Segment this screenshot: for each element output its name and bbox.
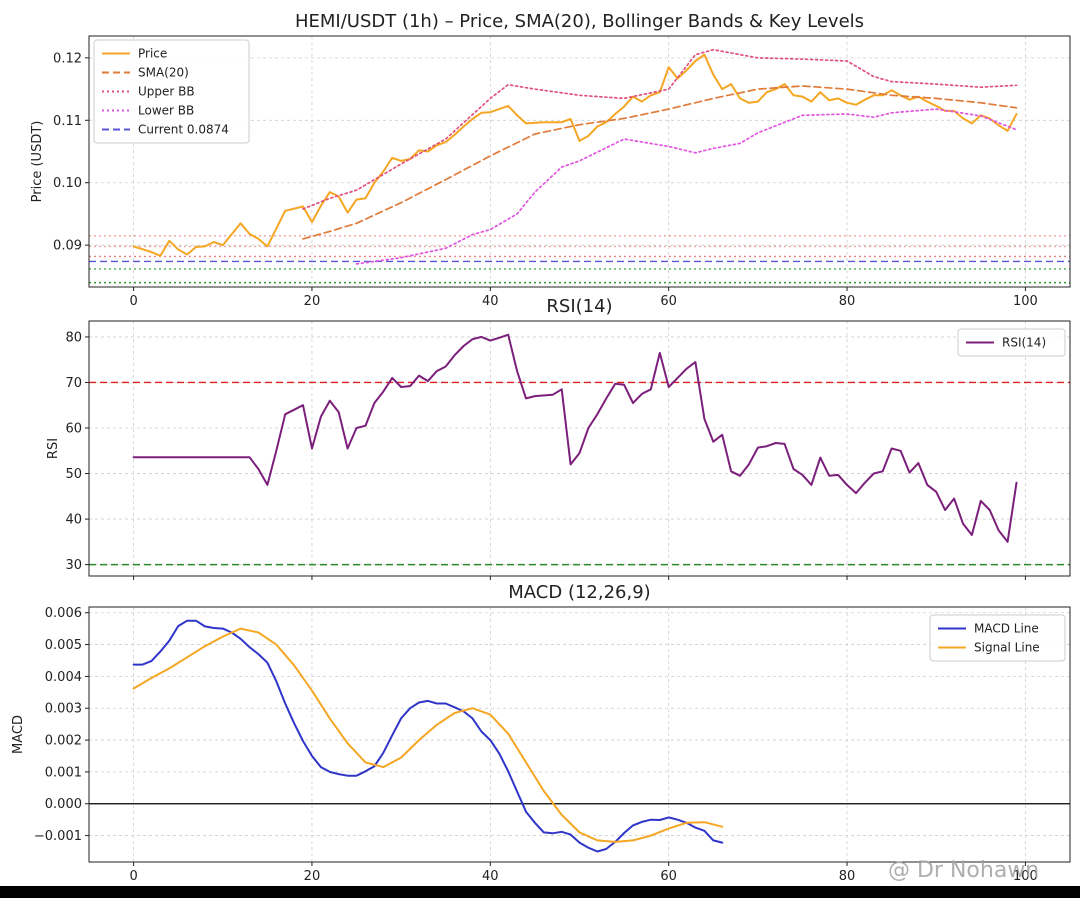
plot-frame bbox=[88, 606, 1071, 863]
legend: RSI(14) bbox=[957, 328, 1066, 357]
y-tick-label: 0.005 bbox=[45, 638, 82, 653]
chart-title: RSI(14) bbox=[546, 296, 612, 317]
chart-panel-3: 0 20 40 60 80 100 −0.001 0.000 0.001 0.002 0.003 0.… bbox=[11, 582, 1071, 884]
x-tick-label: 0 bbox=[129, 294, 137, 309]
legend: Price SMA(20) Upper BB Lower BB Current 0.08… bbox=[93, 39, 250, 144]
legend: MACD Line Signal Line bbox=[929, 614, 1066, 662]
legend-box bbox=[93, 39, 250, 144]
y-tick-label: 0.002 bbox=[45, 734, 82, 749]
legend-box bbox=[957, 328, 1066, 357]
series-line-rsi-14 bbox=[132, 333, 1018, 543]
legend-label: Upper BB bbox=[138, 85, 195, 99]
y-axis-label: RSI bbox=[46, 438, 61, 459]
y-tick-label: 0.11 bbox=[53, 114, 82, 129]
series-line-sma-20 bbox=[302, 85, 1018, 240]
series-line-price bbox=[132, 53, 1018, 257]
y-tick-label: 0.003 bbox=[45, 702, 82, 717]
y-tick-label: 50 bbox=[65, 467, 82, 482]
y-tick-label: 0.10 bbox=[53, 176, 82, 191]
x-tick-label: 80 bbox=[839, 294, 856, 309]
series-line-signal-line bbox=[132, 627, 724, 843]
y-tick-label: 40 bbox=[65, 513, 82, 528]
legend-label: RSI(14) bbox=[1002, 336, 1046, 350]
chart-title: HEMI/USDT (1h) – Price, SMA(20), Bolling… bbox=[295, 11, 864, 32]
x-tick-label: 80 bbox=[839, 869, 856, 884]
x-tick-label: 20 bbox=[304, 294, 321, 309]
series-line-upper-bb bbox=[302, 48, 1018, 210]
plot-frame bbox=[88, 35, 1071, 288]
y-tick-label: 0.001 bbox=[45, 765, 82, 780]
y-tick-label: 0.000 bbox=[45, 797, 82, 812]
x-tick-label: 40 bbox=[482, 869, 499, 884]
watermark-text: @ Dr Nohawn bbox=[888, 858, 1040, 883]
legend-box bbox=[929, 614, 1066, 662]
chart-panel-1: 0 20 40 60 80 100 0.09 0.10 0.11 0.12 HEMI/USDT (1… bbox=[30, 11, 1071, 309]
legend-label: Price bbox=[138, 47, 167, 61]
chart-panel-2: 30 40 50 60 70 80 RSI(14) RSI RSI(14) bbox=[46, 296, 1071, 580]
legend-label: Signal Line bbox=[974, 641, 1040, 655]
legend-label: Current 0.0874 bbox=[138, 123, 229, 137]
x-tick-label: 60 bbox=[660, 869, 677, 884]
y-tick-label: 30 bbox=[65, 558, 82, 573]
x-tick-label: 100 bbox=[1013, 294, 1038, 309]
x-tick-label: 100 bbox=[1013, 869, 1038, 884]
x-tick-label: 20 bbox=[304, 869, 321, 884]
chart-title: MACD (12,26,9) bbox=[508, 582, 650, 603]
y-axis-label: Price (USDT) bbox=[30, 121, 45, 203]
y-tick-label: 0.004 bbox=[45, 670, 82, 685]
x-tick-label: 40 bbox=[482, 294, 499, 309]
legend-label: Lower BB bbox=[138, 104, 194, 118]
y-tick-label: 0.09 bbox=[53, 239, 82, 254]
series-line-macd-line bbox=[132, 619, 724, 853]
y-tick-label: −0.001 bbox=[34, 829, 82, 844]
y-axis-label: MACD bbox=[11, 715, 26, 754]
legend-label: MACD Line bbox=[974, 622, 1039, 636]
series-line-lower-bb bbox=[355, 108, 1018, 265]
x-tick-label: 60 bbox=[660, 294, 677, 309]
y-tick-label: 0.006 bbox=[45, 606, 82, 621]
x-tick-label: 0 bbox=[129, 869, 137, 884]
plot-frame bbox=[88, 320, 1071, 577]
y-tick-label: 0.12 bbox=[53, 51, 82, 66]
y-tick-label: 70 bbox=[65, 376, 82, 391]
y-tick-label: 60 bbox=[65, 422, 82, 437]
bottom-bar bbox=[0, 886, 1080, 898]
legend-label: SMA(20) bbox=[138, 66, 189, 80]
y-tick-label: 80 bbox=[65, 330, 82, 345]
